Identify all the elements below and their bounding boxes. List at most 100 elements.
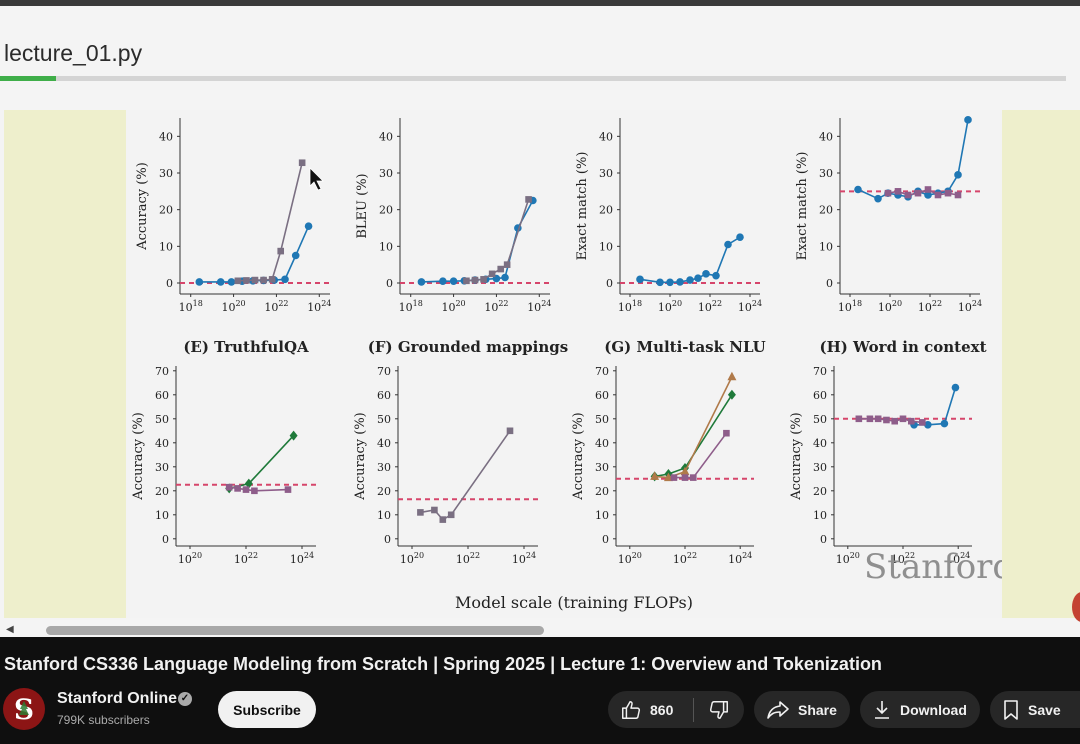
y-tick-label: 40	[599, 130, 613, 143]
data-point-blue	[940, 419, 949, 428]
y-tick-label: 70	[813, 365, 827, 378]
x-tick-label: 1022	[484, 299, 508, 314]
panel-title: (H) Word in context	[819, 338, 986, 356]
horizontal-scrollbar[interactable]	[46, 626, 544, 635]
x-tick-label: 1018	[179, 299, 203, 314]
data-point-grey	[251, 276, 259, 284]
like-dislike-group: 860	[608, 691, 744, 728]
stanford-watermark: Stanford	[864, 547, 1002, 587]
data-point-blue	[501, 273, 509, 282]
data-point-blue	[854, 185, 862, 194]
data-point-purple	[891, 417, 899, 425]
data-point-purple	[855, 415, 863, 423]
editor-tab-title[interactable]: lecture_01.py	[4, 40, 143, 66]
data-point-brown	[680, 466, 690, 476]
data-point-purple	[914, 189, 922, 197]
x-tick-label: 1022	[673, 551, 697, 566]
data-point-grey	[463, 277, 470, 285]
channel-name[interactable]: Stanford Online	[57, 690, 177, 707]
x-tick-label: 1022	[891, 551, 915, 566]
thumbs-up-icon	[622, 700, 641, 719]
y-tick-label: 50	[155, 413, 169, 426]
series-line-blue	[639, 236, 741, 284]
y-tick-label: 40	[819, 130, 833, 143]
panel-title: (E) TruthfulQA	[183, 338, 309, 356]
top-bar	[0, 0, 1080, 6]
data-point-purple	[919, 419, 926, 426]
y-tick-label: 30	[159, 167, 173, 180]
save-button[interactable]: Save	[990, 691, 1080, 728]
data-point-green	[244, 478, 253, 489]
y-tick-label: 20	[379, 204, 393, 217]
panel-title: (F) Grounded mappings	[368, 338, 568, 356]
series-line-blue	[421, 200, 534, 283]
y-axis-label: Accuracy (%)	[135, 162, 150, 251]
data-point-grey	[503, 261, 511, 268]
y-tick-label: 20	[155, 485, 169, 498]
stanford-tree-logo-icon[interactable]: S	[3, 688, 45, 730]
x-tick-label: 1024	[946, 551, 970, 566]
y-axis-label: Accuracy (%)	[131, 412, 146, 501]
y-tick-label: 0	[602, 533, 609, 546]
x-tick-label: 1024	[512, 551, 536, 566]
x-tick-label: 1018	[399, 299, 423, 314]
data-point-grey	[480, 276, 487, 283]
data-point-purple	[934, 191, 942, 199]
series-line-blue	[199, 225, 310, 283]
thumbs-down-icon	[709, 700, 728, 719]
y-axis-label: Accuracy (%)	[571, 412, 586, 501]
data-point-blue	[874, 194, 882, 203]
data-point-green	[289, 430, 298, 441]
x-tick-label: 1020	[618, 551, 642, 566]
slide-right-margin	[1002, 110, 1080, 618]
y-tick-label: 10	[379, 240, 393, 253]
x-tick-label: 1020	[400, 551, 424, 566]
y-tick-label: 10	[595, 509, 609, 522]
data-point-brown	[727, 371, 737, 381]
data-point-purple	[284, 486, 292, 493]
subscribe-button[interactable]: Subscribe	[218, 691, 316, 728]
y-axis-label: Exact match (%)	[795, 152, 810, 261]
x-tick-label: 1020	[836, 551, 860, 566]
lecture-slide-screen: lecture_01.py 0 10 20 30 40 1018 1020 1022 1024 A…	[0, 6, 1080, 637]
x-tick-label: 1018	[618, 299, 642, 314]
y-tick-label: 40	[595, 437, 609, 450]
share-arrow-icon	[767, 700, 789, 719]
y-tick-label: 10	[819, 240, 833, 253]
data-point-blue	[924, 421, 932, 429]
data-point-blue	[636, 275, 644, 284]
emergent-abilities-figure: 0 10 20 30 40 1018 1020 1022 1024 Accuracy (%) 0 10…	[126, 110, 1002, 618]
y-tick-label: 0	[162, 533, 169, 546]
y-tick-label: 70	[155, 365, 169, 378]
x-tick-label: 1022	[234, 551, 258, 566]
like-button[interactable]: 860	[608, 691, 693, 728]
data-point-blue	[304, 222, 313, 230]
y-tick-label: 0	[826, 277, 833, 290]
y-tick-label: 10	[813, 509, 827, 522]
series-line-grey	[420, 430, 511, 521]
editor-tab-active-indicator	[0, 76, 56, 81]
y-tick-label: 0	[606, 277, 613, 290]
data-point-grey	[439, 516, 447, 523]
data-point-blue	[951, 383, 960, 392]
presenter-cursor-dot	[1072, 592, 1080, 622]
x-tick-label: 1024	[307, 299, 331, 314]
data-point-purple	[234, 485, 241, 492]
dislike-button[interactable]	[694, 691, 744, 728]
share-button[interactable]: Share	[754, 691, 850, 728]
download-button[interactable]: Download	[860, 691, 980, 728]
data-point-blue	[227, 278, 236, 286]
save-label: Save	[1028, 701, 1061, 718]
data-point-grey	[243, 277, 250, 284]
data-point-green	[727, 389, 736, 400]
scroll-left-arrow-icon[interactable]: ◀	[6, 624, 14, 635]
y-tick-label: 0	[384, 533, 391, 546]
data-point-grey	[431, 506, 438, 514]
verified-check-icon: ✓	[178, 692, 192, 706]
data-point-purple	[944, 189, 952, 197]
x-tick-label: 1020	[878, 299, 902, 314]
